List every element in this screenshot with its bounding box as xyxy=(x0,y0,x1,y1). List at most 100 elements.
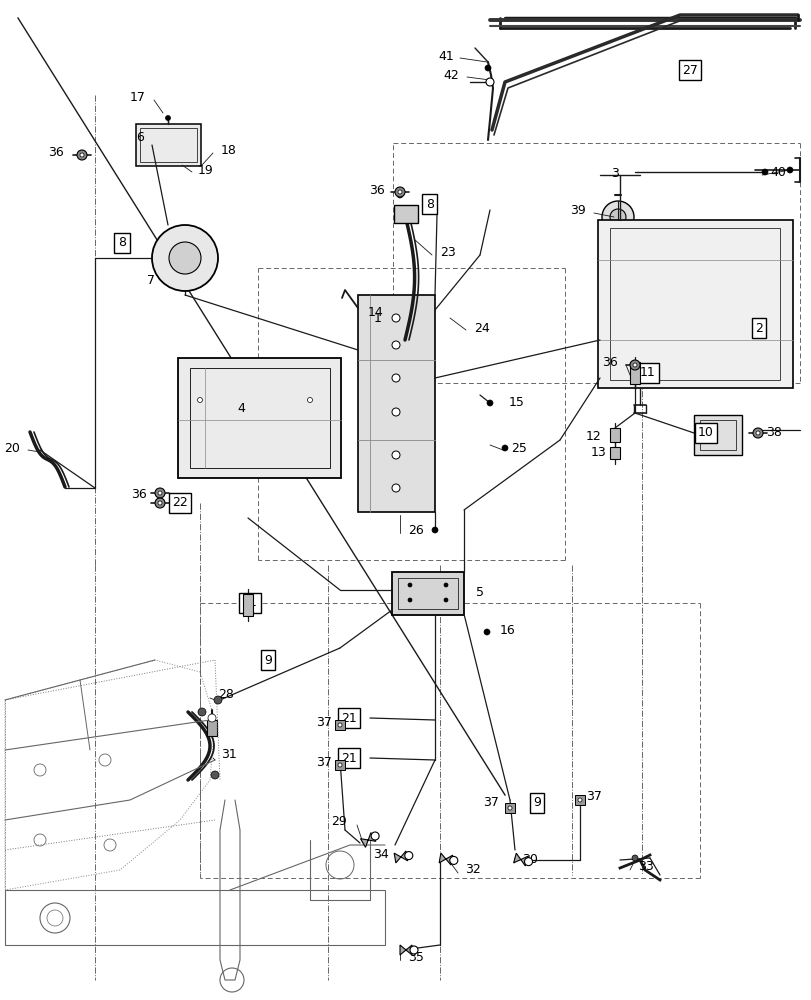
Polygon shape xyxy=(513,853,527,866)
Bar xyxy=(207,720,217,736)
Circle shape xyxy=(198,708,206,716)
Circle shape xyxy=(524,858,532,866)
Circle shape xyxy=(431,527,437,533)
Circle shape xyxy=(214,696,221,704)
Text: 13: 13 xyxy=(590,446,605,460)
Bar xyxy=(392,572,463,615)
Circle shape xyxy=(501,445,508,451)
Circle shape xyxy=(337,763,341,767)
Text: 25: 25 xyxy=(510,442,526,454)
Circle shape xyxy=(410,946,418,954)
Circle shape xyxy=(508,806,512,810)
Circle shape xyxy=(397,192,402,198)
Text: 36: 36 xyxy=(48,146,64,159)
Polygon shape xyxy=(360,833,375,847)
Circle shape xyxy=(169,242,201,274)
Circle shape xyxy=(487,400,492,406)
Text: 16: 16 xyxy=(500,624,515,637)
Circle shape xyxy=(631,855,637,861)
Text: 11: 11 xyxy=(242,596,258,609)
Text: 32: 32 xyxy=(465,863,480,876)
Text: 37: 37 xyxy=(586,790,601,803)
Text: 39: 39 xyxy=(569,204,586,217)
Text: 36: 36 xyxy=(369,184,384,197)
Bar xyxy=(242,594,253,616)
Text: 22: 22 xyxy=(172,496,187,510)
Text: 10: 10 xyxy=(697,426,713,440)
Circle shape xyxy=(486,78,493,86)
Circle shape xyxy=(155,488,165,498)
Text: 21: 21 xyxy=(341,712,357,724)
Text: 37: 37 xyxy=(315,716,332,728)
Circle shape xyxy=(484,65,491,71)
Circle shape xyxy=(405,852,412,860)
Text: 42: 42 xyxy=(443,69,458,82)
Text: 15: 15 xyxy=(508,396,524,410)
Circle shape xyxy=(158,501,162,505)
Text: 21: 21 xyxy=(341,752,357,764)
Circle shape xyxy=(392,374,400,382)
Text: 18: 18 xyxy=(221,144,237,157)
Circle shape xyxy=(392,314,400,322)
Text: 31: 31 xyxy=(221,748,237,762)
Text: 41: 41 xyxy=(438,50,453,63)
Circle shape xyxy=(211,771,219,779)
Circle shape xyxy=(80,153,84,157)
Circle shape xyxy=(77,150,87,160)
Bar xyxy=(504,803,514,813)
Text: 37: 37 xyxy=(315,756,332,768)
Circle shape xyxy=(152,225,217,291)
Circle shape xyxy=(155,498,165,508)
Text: 20: 20 xyxy=(4,442,20,454)
Text: 24: 24 xyxy=(474,322,489,334)
Circle shape xyxy=(629,360,639,370)
Bar xyxy=(609,428,620,442)
Bar xyxy=(609,447,620,459)
Circle shape xyxy=(392,341,400,349)
Text: 29: 29 xyxy=(331,815,346,828)
Circle shape xyxy=(392,484,400,492)
Bar xyxy=(699,420,735,450)
Polygon shape xyxy=(358,295,435,512)
Bar xyxy=(609,228,779,380)
Circle shape xyxy=(158,491,162,495)
Circle shape xyxy=(444,583,448,587)
Circle shape xyxy=(444,598,448,602)
Circle shape xyxy=(165,116,170,121)
Text: 7: 7 xyxy=(147,273,155,286)
Circle shape xyxy=(577,798,581,802)
Circle shape xyxy=(483,629,489,635)
Text: 8: 8 xyxy=(118,236,126,249)
Text: 36: 36 xyxy=(602,357,617,369)
Circle shape xyxy=(337,723,341,727)
Text: 6: 6 xyxy=(136,131,144,144)
Circle shape xyxy=(601,201,633,233)
Circle shape xyxy=(449,856,457,864)
Text: 30: 30 xyxy=(521,853,537,866)
Text: 9: 9 xyxy=(264,654,272,666)
Bar xyxy=(190,368,329,468)
Bar xyxy=(629,362,639,384)
Text: 34: 34 xyxy=(373,848,388,861)
Text: 38: 38 xyxy=(765,426,781,440)
Circle shape xyxy=(633,363,636,367)
Circle shape xyxy=(208,714,216,722)
Text: 28: 28 xyxy=(217,688,234,702)
Text: 27: 27 xyxy=(681,64,697,77)
Text: 1: 1 xyxy=(374,312,381,324)
Text: 11: 11 xyxy=(639,366,655,379)
Text: 23: 23 xyxy=(440,245,455,258)
Circle shape xyxy=(755,431,759,435)
Text: 2: 2 xyxy=(754,322,762,334)
Text: 35: 35 xyxy=(407,951,423,964)
Polygon shape xyxy=(393,851,407,863)
Circle shape xyxy=(394,187,405,197)
Bar xyxy=(597,220,792,388)
Circle shape xyxy=(371,832,379,840)
Circle shape xyxy=(397,190,401,194)
Bar xyxy=(693,415,741,455)
Polygon shape xyxy=(439,853,452,865)
Circle shape xyxy=(392,408,400,416)
Bar xyxy=(335,760,345,770)
Bar xyxy=(5,890,384,945)
